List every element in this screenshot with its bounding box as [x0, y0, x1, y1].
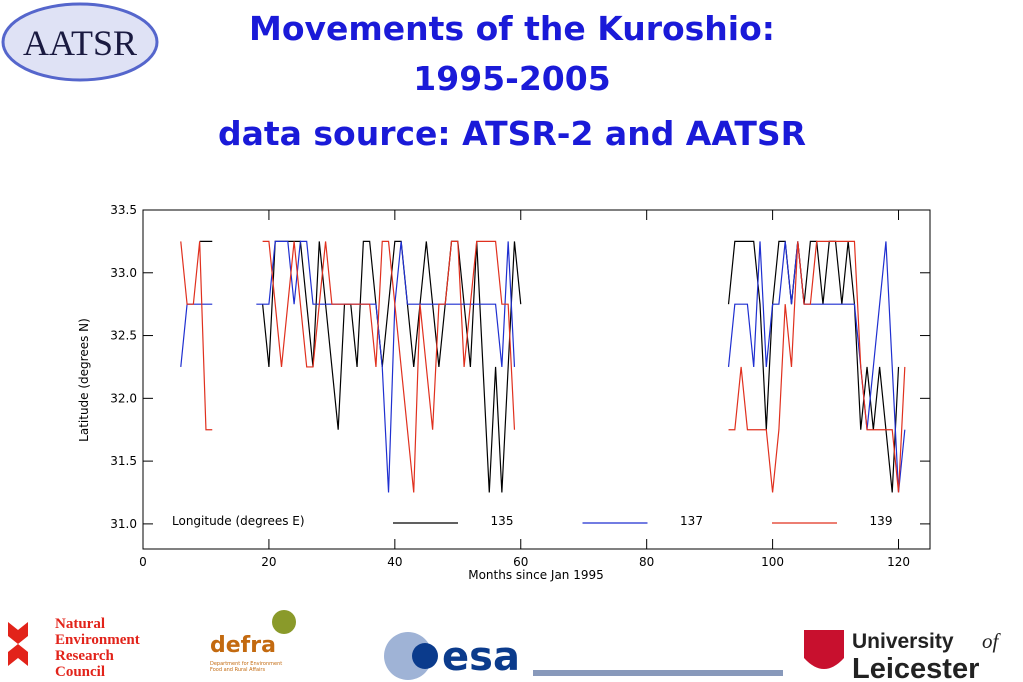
nerc-logo: Natural Environment Research Council: [8, 616, 140, 680]
series-line: [180, 240, 906, 493]
y-axis-label: Latitude (degrees N): [77, 318, 91, 442]
defra-text: defra: [210, 633, 276, 658]
x-tick-label: 20: [261, 555, 276, 569]
x-tick-label: 100: [761, 555, 784, 569]
defra-emblem: [272, 610, 296, 634]
y-tick-label: 32.0: [110, 391, 137, 405]
title-line: data source: ATSR-2 and AATSR: [218, 114, 806, 153]
leicester-text: University: [852, 630, 954, 653]
legend-label: 137: [680, 514, 703, 528]
leicester-text: of: [982, 629, 1002, 653]
nerc-text: Natural: [55, 616, 105, 632]
plot-frame: [142, 209, 931, 550]
esa-flags: [533, 670, 783, 676]
title-line: 1995-2005: [413, 59, 610, 98]
y-tick-label: 32.5: [110, 329, 137, 343]
title-line: Movements of the Kuroshio:: [249, 9, 775, 48]
x-tick-label: 60: [513, 555, 528, 569]
aatsr-logo-ring: [1, 2, 159, 82]
esa-dot: [412, 643, 438, 669]
x-tick-label: 40: [387, 555, 402, 569]
y-tick-label: 33.0: [110, 266, 137, 280]
y-tick-label: 33.5: [110, 203, 137, 217]
defra-logo: defra Department for Environment Food an…: [210, 610, 296, 673]
legend-title: Longitude (degrees E): [172, 514, 305, 528]
legend-label: 135: [491, 514, 514, 528]
x-tick-label: 120: [887, 555, 910, 569]
nerc-emblem: [8, 622, 28, 666]
x-tick-label: 80: [639, 555, 654, 569]
legend-label: 139: [870, 514, 893, 528]
leicester-text: Leicester: [852, 653, 979, 682]
nerc-text: Research: [55, 648, 115, 664]
esa-logo: esa: [384, 632, 783, 680]
defra-sub: Department for Environment: [210, 661, 282, 667]
aatsr-logo: AATSR: [23, 23, 137, 63]
x-tick-label: 0: [139, 555, 147, 569]
nerc-text: Council: [55, 664, 105, 680]
x-axis-label: Months since Jan 1995: [468, 568, 604, 582]
series-line: [180, 240, 906, 493]
y-tick-label: 31.5: [110, 454, 137, 468]
nerc-text: Environment: [55, 632, 140, 648]
leicester-logo: University of Leicester: [804, 629, 1002, 682]
esa-text: esa: [442, 634, 520, 680]
y-tick-label: 31.0: [110, 517, 137, 531]
chart: Latitude (degrees N) Months since Jan 19…: [77, 203, 931, 582]
defra-sub: Food and Rural Affairs: [210, 667, 265, 673]
leicester-crest: [804, 630, 844, 669]
